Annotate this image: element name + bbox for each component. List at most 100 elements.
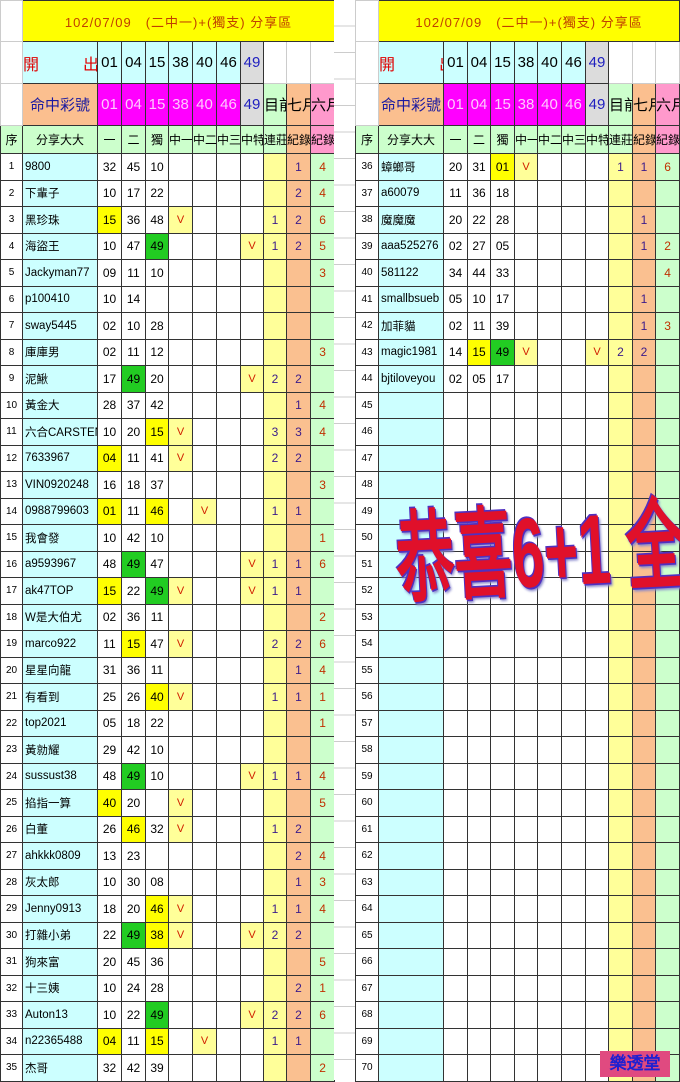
pick-number: 46 — [145, 497, 169, 525]
seq-cell: 26 — [0, 815, 23, 843]
hit-mark — [192, 444, 217, 472]
streak-cell: 1 — [263, 895, 287, 923]
hit-mark — [192, 418, 217, 446]
seq-cell: 60 — [355, 789, 379, 817]
july-record: 2 — [286, 921, 311, 949]
pick-number: 49 — [121, 921, 146, 949]
july-record — [286, 736, 311, 764]
pick-number: 37 — [145, 471, 169, 499]
hit-mark — [216, 338, 241, 366]
hit-mark: V — [240, 762, 264, 790]
seq-cell: 25 — [0, 789, 23, 817]
hit-mark — [537, 868, 562, 896]
hit-mark — [514, 1054, 538, 1082]
hit-number: 04 — [121, 83, 146, 126]
blank-cell — [654, 41, 680, 84]
june-record: 1 — [309, 683, 336, 711]
pick-number: 38 — [145, 921, 169, 949]
seq-cell: 12 — [0, 444, 23, 472]
streak-cell: 3 — [263, 418, 287, 446]
july-record: 1 — [286, 1027, 311, 1055]
hit-mark — [192, 1054, 217, 1082]
pick-number: 36 — [121, 603, 146, 631]
hit-mark — [216, 603, 241, 631]
pick-number: 40 — [97, 789, 122, 817]
seq-cell: 69 — [355, 1027, 379, 1055]
member-name — [378, 391, 444, 419]
hit-mark — [561, 815, 586, 843]
member-name: 六合CARSTEN — [22, 418, 98, 446]
july-record — [632, 179, 656, 207]
pick-number: 11 — [145, 603, 169, 631]
july-record: 2 — [286, 206, 311, 234]
hit-mark: V — [168, 895, 193, 923]
hit-mark — [514, 206, 538, 234]
hit-mark — [216, 365, 241, 393]
hit-mark — [240, 895, 264, 923]
hit-mark — [168, 365, 193, 393]
june-record: 6 — [654, 153, 680, 181]
table-row: 15 我會發 10 42 10 1 — [0, 524, 336, 552]
pick-number: 10 — [121, 312, 146, 340]
pick-number — [467, 974, 491, 1002]
member-name: aaa525276 — [378, 232, 444, 260]
hit-mark — [561, 895, 586, 923]
july-record — [632, 524, 656, 552]
hit-number: 46 — [216, 83, 241, 126]
seq-cell: 58 — [355, 736, 379, 764]
member-name — [378, 603, 444, 631]
july-record — [286, 1054, 311, 1082]
pick-number: 10 — [145, 524, 169, 552]
pick-number — [467, 815, 491, 843]
hit-mark — [537, 365, 562, 393]
hit-mark — [240, 418, 264, 446]
table-row: 22 top2021 05 18 22 1 — [0, 709, 336, 737]
june-record — [309, 497, 336, 525]
blank-cell — [355, 83, 379, 126]
pick-number: 05 — [467, 365, 491, 393]
pick-number: 10 — [145, 762, 169, 790]
july-record: 1 — [286, 895, 311, 923]
hit-mark — [240, 974, 264, 1002]
member-name: 0988799603 — [22, 497, 98, 525]
pick-number: 02 — [97, 603, 122, 631]
pick-number — [443, 815, 468, 843]
hit-mark — [168, 259, 193, 287]
seq-cell: 55 — [355, 656, 379, 684]
june-record: 3 — [309, 338, 336, 366]
july-record — [632, 444, 656, 472]
table-row: 57 — [355, 709, 680, 737]
page-title: 102/07/09 (二中一)+(獨支) 分享區 — [21, 0, 336, 42]
seq-cell: 2 — [0, 179, 23, 207]
hit-mark — [537, 550, 562, 578]
june-record — [654, 550, 680, 578]
table-row: 50 — [355, 524, 680, 552]
hit-mark — [192, 1001, 217, 1029]
seq-cell: 41 — [355, 285, 379, 313]
drawn-number: 01 — [443, 41, 468, 84]
hit-mark — [537, 232, 562, 260]
pick-number: 02 — [97, 338, 122, 366]
pick-number: 22 — [121, 1001, 146, 1029]
pick-number — [443, 630, 468, 658]
hit-mark — [561, 285, 586, 313]
pick-number — [467, 789, 491, 817]
table-row: 61 — [355, 815, 680, 843]
hit-mark — [561, 365, 586, 393]
july-record — [286, 259, 311, 287]
pick-number: 04 — [97, 1027, 122, 1055]
june-record — [309, 577, 336, 605]
header-current-2: 連莊 — [608, 125, 633, 154]
july-record — [632, 391, 656, 419]
drawn-number: 04 — [121, 41, 146, 84]
pick-number: 39 — [145, 1054, 169, 1082]
hit-mark — [216, 206, 241, 234]
hit-mark — [537, 974, 562, 1002]
hit-mark — [585, 418, 609, 446]
june-record: 3 — [309, 471, 336, 499]
hit-mark — [192, 656, 217, 684]
seq-cell: 31 — [0, 948, 23, 976]
hit-mark — [537, 1001, 562, 1029]
hit-mark — [514, 1027, 538, 1055]
hit-mark — [216, 895, 241, 923]
